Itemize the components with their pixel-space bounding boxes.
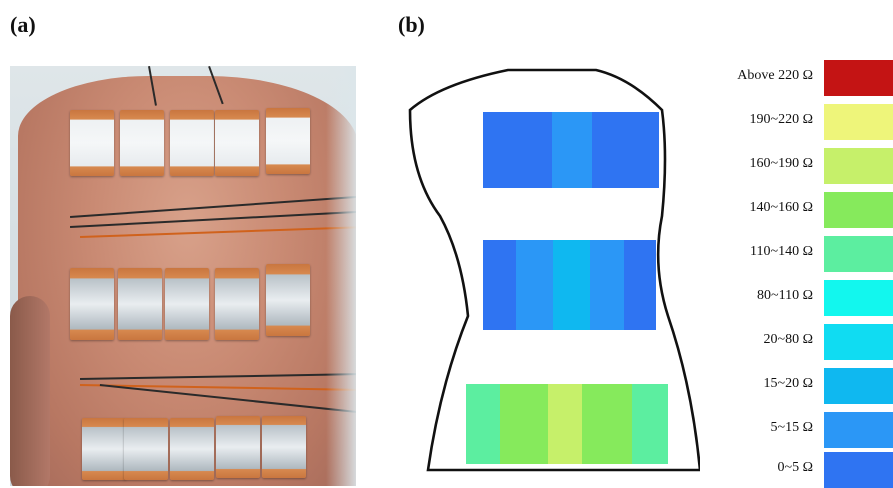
panel-label-a: (a) [10, 12, 36, 37]
sensor-photo [10, 66, 356, 486]
legend-swatch [824, 280, 893, 316]
legend-swatch [824, 60, 893, 96]
photo-background-edge [326, 66, 356, 486]
panel-label-b: (b) [398, 12, 425, 37]
sensor-patch [215, 110, 259, 176]
legend-label: 5~15 Ω [770, 420, 813, 435]
sensor-cell [552, 112, 594, 188]
legend-label: 0~5 Ω [777, 460, 813, 475]
legend-label: 190~220 Ω [749, 112, 813, 127]
legend-swatch [824, 148, 893, 184]
sensor-cell [483, 112, 519, 188]
sensor-cell [500, 384, 550, 464]
sensor-patch [215, 268, 259, 340]
sensor-cell [624, 240, 656, 330]
sensor-cell [592, 112, 624, 188]
torso-outline [408, 68, 700, 472]
sensor-cell [517, 112, 553, 188]
legend-label: 20~80 Ω [763, 332, 813, 347]
legend-label: 140~160 Ω [749, 200, 813, 215]
legend-label: Above 220 Ω [737, 68, 813, 83]
sensor-patch [70, 110, 114, 176]
legend-swatch [824, 192, 893, 228]
sensor-patch [82, 418, 126, 480]
legend-swatch [824, 452, 893, 488]
legend-swatch [824, 104, 893, 140]
torso-contour [408, 68, 700, 472]
legend-label: 110~140 Ω [750, 244, 813, 259]
legend-swatch [824, 368, 893, 404]
sensor-cell [582, 384, 634, 464]
sensor-patch [70, 268, 114, 340]
sensor-cell [466, 384, 502, 464]
sensor-cell [632, 384, 668, 464]
sensor-cell [516, 240, 554, 330]
sensor-cell [483, 240, 517, 330]
sensor-patch [165, 268, 209, 340]
sensor-patch [216, 416, 260, 478]
sensor-cell [622, 112, 659, 188]
sensor-cell [590, 240, 625, 330]
sensor-patch [262, 416, 306, 478]
sensor-patch [170, 418, 214, 480]
legend-label: 80~110 Ω [757, 288, 813, 303]
sensor-patch [170, 110, 214, 176]
sensor-patch [266, 108, 310, 174]
legend-swatch [824, 412, 893, 448]
sensor-patch [124, 418, 168, 480]
sensor-cell [548, 384, 584, 464]
sensor-patch [118, 268, 162, 340]
legend-label: 160~190 Ω [749, 156, 813, 171]
sensor-patch [266, 264, 310, 336]
legend-label: 15~20 Ω [763, 376, 813, 391]
legend-swatch [824, 236, 893, 272]
legend-swatch [824, 324, 893, 360]
sensor-patch [120, 110, 164, 176]
sensor-cell [553, 240, 591, 330]
left-arm [10, 296, 50, 486]
